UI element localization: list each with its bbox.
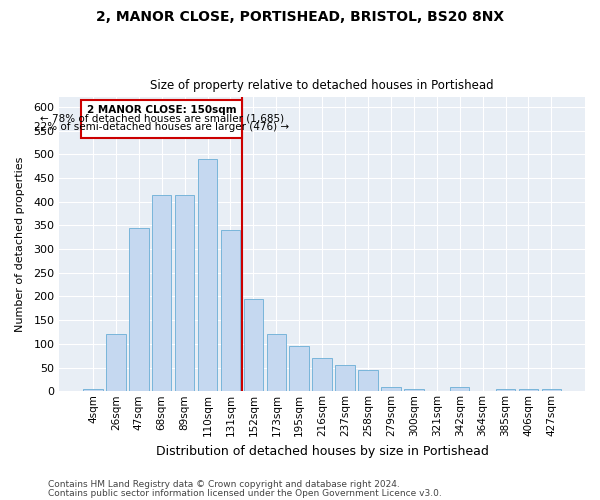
X-axis label: Distribution of detached houses by size in Portishead: Distribution of detached houses by size … (156, 444, 488, 458)
Bar (313, 358, 332, 392)
Bar (198, 159, 217, 392)
Bar (244, 299, 263, 392)
Bar (450, 386, 469, 392)
Bar (404, 389, 424, 392)
Text: 2 MANOR CLOSE: 150sqm: 2 MANOR CLOSE: 150sqm (87, 106, 236, 116)
Text: 22% of semi-detached houses are larger (476) →: 22% of semi-detached houses are larger (… (34, 122, 289, 132)
Bar (381, 386, 401, 392)
Text: Contains HM Land Registry data © Crown copyright and database right 2024.: Contains HM Land Registry data © Crown c… (48, 480, 400, 489)
Bar (519, 389, 538, 392)
Bar (106, 334, 125, 392)
Bar (175, 194, 194, 392)
Bar (221, 230, 240, 392)
Bar (496, 389, 515, 392)
Bar (83, 389, 103, 392)
Bar (335, 365, 355, 392)
Text: Contains public sector information licensed under the Open Government Licence v3: Contains public sector information licen… (48, 488, 442, 498)
Text: ← 78% of detached houses are smaller (1,685): ← 78% of detached houses are smaller (1,… (40, 114, 284, 124)
Bar (129, 228, 149, 392)
Bar (266, 334, 286, 392)
Bar (289, 346, 309, 392)
Bar (542, 389, 561, 392)
Bar (358, 370, 378, 392)
Title: Size of property relative to detached houses in Portishead: Size of property relative to detached ho… (151, 79, 494, 92)
Bar (152, 194, 172, 392)
Text: 2, MANOR CLOSE, PORTISHEAD, BRISTOL, BS20 8NX: 2, MANOR CLOSE, PORTISHEAD, BRISTOL, BS2… (96, 10, 504, 24)
Bar (82, 100, 242, 138)
Y-axis label: Number of detached properties: Number of detached properties (15, 156, 25, 332)
